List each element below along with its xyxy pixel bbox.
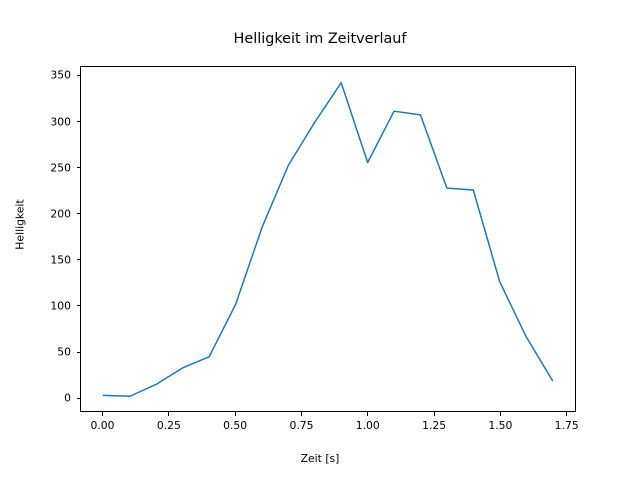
y-tick-label: 300 xyxy=(50,115,71,128)
x-tick-mark xyxy=(499,412,501,416)
y-tick-label: 250 xyxy=(50,161,71,175)
x-tick-label: 1.75 xyxy=(554,419,579,432)
x-tick-label: 1.25 xyxy=(422,419,447,432)
x-tick-mark xyxy=(234,412,236,416)
y-tick-label: 200 xyxy=(50,207,71,221)
x-tick-mark xyxy=(367,412,369,416)
y-tick-label: 100 xyxy=(50,299,71,313)
y-tick-label: 150 xyxy=(50,253,71,267)
x-tick-label: 0.25 xyxy=(156,419,181,432)
y-tick-mark xyxy=(76,259,80,261)
y-tick-mark xyxy=(76,305,80,307)
y-tick-mark xyxy=(76,213,80,215)
x-tick-label: 0.75 xyxy=(289,419,314,432)
x-tick-label: 0.50 xyxy=(223,419,248,432)
y-tick-label: 50 xyxy=(57,345,71,359)
x-tick-label: 1.00 xyxy=(355,419,380,432)
x-tick-mark xyxy=(433,412,435,416)
y-tick-mark xyxy=(76,351,80,353)
y-tick-mark xyxy=(76,121,80,122)
plot-axes xyxy=(80,66,576,412)
data-line-helligkeit xyxy=(102,82,554,397)
chart-title: Helligkeit im Zeitverlauf xyxy=(233,31,407,47)
y-tick-mark xyxy=(76,397,80,399)
y-tick-label: 350 xyxy=(50,68,71,82)
y-tick-label: 0 xyxy=(64,391,71,405)
x-tick-label: 1.50 xyxy=(488,419,513,432)
x-tick-label: 0.00 xyxy=(90,419,115,432)
x-tick-mark xyxy=(102,412,103,416)
x-tick-mark xyxy=(168,412,170,416)
y-tick-mark xyxy=(76,167,80,169)
x-axis-label: Zeit [s] xyxy=(300,452,340,465)
plot-area xyxy=(102,82,554,397)
y-tick-mark xyxy=(76,74,80,76)
x-tick-mark xyxy=(301,412,302,416)
x-tick-mark xyxy=(566,412,568,416)
